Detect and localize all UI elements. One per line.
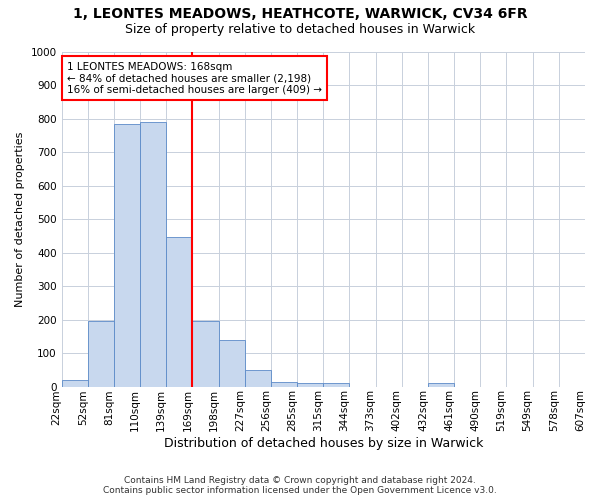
Bar [140, 122, 166, 386]
Bar [297, 382, 323, 386]
Bar [323, 382, 349, 386]
Bar [271, 382, 297, 386]
X-axis label: Distribution of detached houses by size in Warwick: Distribution of detached houses by size … [164, 437, 483, 450]
Text: Contains HM Land Registry data © Crown copyright and database right 2024.
Contai: Contains HM Land Registry data © Crown c… [103, 476, 497, 495]
Text: 1 LEONTES MEADOWS: 168sqm
← 84% of detached houses are smaller (2,198)
16% of se: 1 LEONTES MEADOWS: 168sqm ← 84% of detac… [67, 62, 322, 95]
Bar [114, 124, 140, 386]
Bar [218, 340, 245, 386]
Text: Size of property relative to detached houses in Warwick: Size of property relative to detached ho… [125, 22, 475, 36]
Bar [88, 321, 114, 386]
Bar [166, 238, 193, 386]
Bar [245, 370, 271, 386]
Text: 1, LEONTES MEADOWS, HEATHCOTE, WARWICK, CV34 6FR: 1, LEONTES MEADOWS, HEATHCOTE, WARWICK, … [73, 8, 527, 22]
Bar [428, 383, 454, 386]
Bar [193, 321, 218, 386]
Y-axis label: Number of detached properties: Number of detached properties [15, 132, 25, 306]
Bar [62, 380, 88, 386]
